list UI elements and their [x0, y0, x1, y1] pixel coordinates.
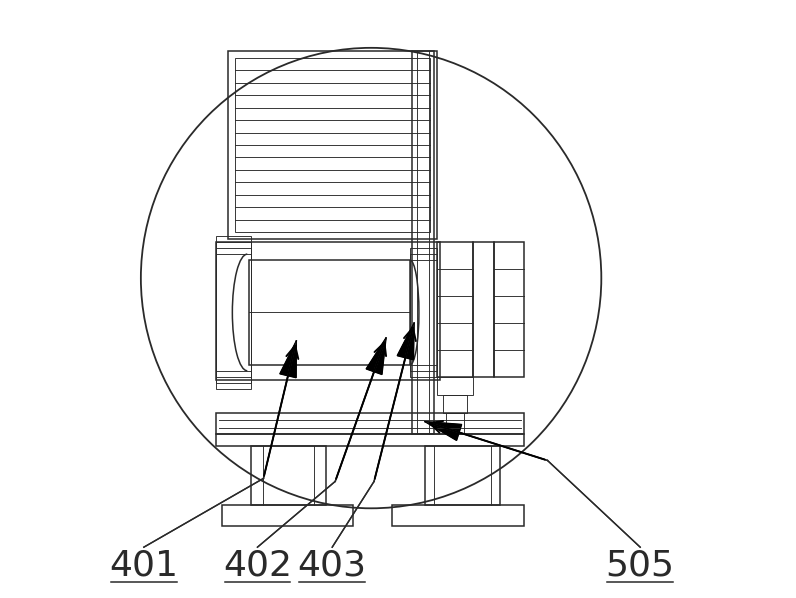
Bar — [410, 248, 437, 377]
Bar — [252, 446, 326, 505]
Text: 505: 505 — [606, 548, 675, 582]
Bar — [412, 51, 434, 434]
Text: 403: 403 — [298, 548, 367, 582]
Bar — [437, 377, 473, 395]
Bar — [221, 505, 353, 526]
Bar — [216, 413, 524, 434]
Polygon shape — [366, 338, 386, 374]
Bar — [410, 260, 437, 365]
Bar — [425, 446, 500, 505]
Bar — [248, 260, 410, 365]
Text: 402: 402 — [223, 548, 292, 582]
Polygon shape — [425, 422, 462, 440]
Bar — [216, 242, 252, 383]
Bar — [235, 58, 430, 232]
Bar — [437, 242, 473, 377]
Bar — [228, 51, 437, 239]
Bar — [443, 395, 466, 413]
Bar — [473, 242, 494, 377]
Bar — [216, 248, 252, 377]
Bar — [216, 242, 440, 380]
Bar — [216, 434, 524, 446]
Bar — [216, 236, 252, 389]
Polygon shape — [280, 341, 296, 378]
Bar — [392, 505, 524, 526]
Polygon shape — [397, 323, 414, 360]
Bar — [216, 254, 252, 371]
Text: 401: 401 — [109, 548, 178, 582]
Bar — [410, 254, 437, 371]
Bar — [446, 413, 464, 434]
Bar — [494, 242, 524, 377]
